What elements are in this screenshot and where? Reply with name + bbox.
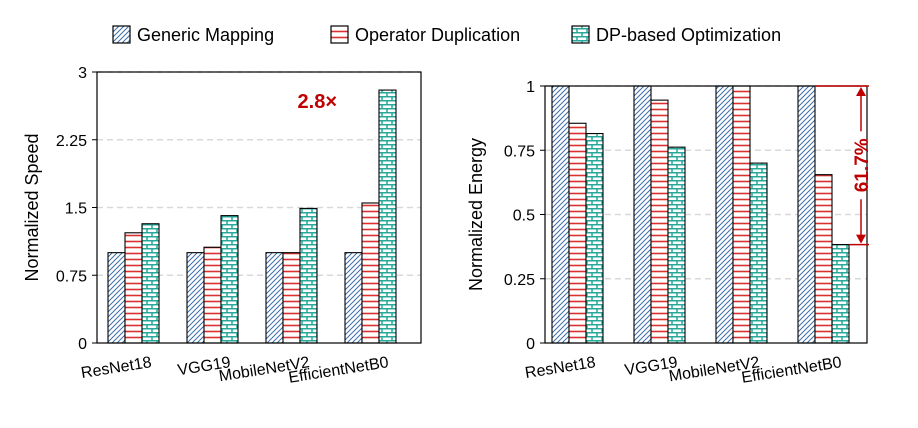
legend-label: Operator Duplication — [355, 25, 520, 45]
bar — [299, 207, 318, 344]
bar — [797, 85, 816, 344]
y-tick-label: 0 — [78, 336, 87, 353]
bar — [551, 85, 570, 344]
y-tick-label: 0 — [526, 336, 535, 353]
bar — [361, 202, 380, 344]
bar — [265, 252, 284, 344]
bar — [282, 252, 301, 344]
y-axis-label: Normalized Energy — [466, 138, 486, 291]
y-tick-label: 0.25 — [504, 272, 535, 289]
bar — [715, 85, 734, 344]
bar — [203, 246, 222, 344]
arrow-down-icon — [856, 234, 866, 244]
arrow-up-icon — [856, 87, 866, 96]
y-tick-label: 1 — [526, 79, 535, 96]
y-tick-label: 0.75 — [504, 143, 535, 160]
bar — [633, 85, 652, 344]
bar — [831, 244, 850, 344]
bar — [344, 252, 363, 344]
legend-label: Generic Mapping — [137, 25, 274, 45]
legend-swatch — [571, 25, 590, 44]
y-tick-label: 3 — [78, 65, 87, 82]
legend-item: Generic Mapping — [112, 25, 274, 45]
bar — [141, 223, 160, 344]
legend-item: DP-based Optimization — [571, 25, 781, 45]
energy-reduction-annotation: 61.7% — [852, 138, 873, 192]
legend: Generic Mapping Operator Duplication DP-ba… — [112, 25, 781, 45]
bar — [568, 122, 587, 344]
bar — [220, 215, 239, 344]
x-tick-label: ResNet18 — [524, 354, 597, 382]
x-tick-label: ResNet18 — [80, 354, 153, 382]
y-tick-label: 0.75 — [56, 268, 87, 285]
bar — [732, 85, 751, 344]
plot-frame — [96, 71, 422, 344]
bar — [186, 252, 205, 344]
bar — [124, 232, 143, 344]
bar — [667, 146, 686, 344]
plot-frame — [544, 85, 868, 344]
legend-label: DP-based Optimization — [596, 25, 781, 45]
y-tick-label: 0.5 — [513, 208, 535, 225]
bar — [107, 252, 126, 344]
bar — [378, 89, 397, 344]
y-tick-label: 2.25 — [56, 133, 87, 150]
bar — [585, 132, 604, 344]
bar — [749, 162, 768, 344]
legend-swatch — [330, 25, 349, 44]
y-tick-label: 1.5 — [65, 201, 87, 218]
y-axis-label: Normalized Speed — [22, 133, 42, 281]
legend-item: Operator Duplication — [330, 25, 520, 45]
legend-swatch — [112, 25, 131, 44]
speedup-annotation: 2.8× — [298, 91, 337, 113]
bar — [650, 99, 669, 344]
bar — [814, 174, 833, 344]
